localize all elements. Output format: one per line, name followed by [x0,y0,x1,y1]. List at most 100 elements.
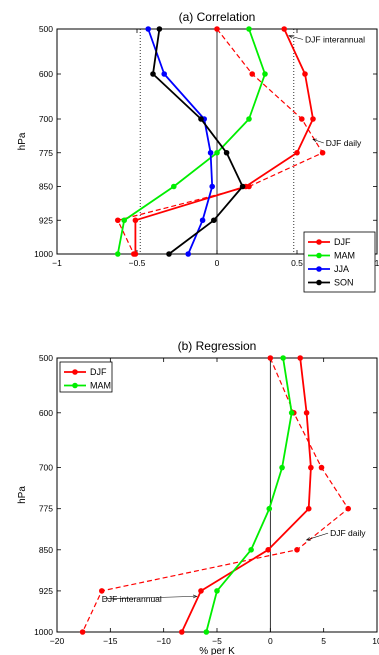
x-tick-label: −0.5 [129,258,146,268]
annotation-arrow [306,532,329,541]
x-axis-label: % per K [199,646,235,655]
data-point [214,26,220,32]
data-point [302,71,308,77]
annotation-arrow [312,138,324,144]
son-series-line [152,28,244,255]
data-point [209,183,215,190]
annotation-arrowhead [288,34,294,39]
y-tick-label: 925 [39,586,53,596]
djf-series-line [134,28,314,254]
legend-box [59,361,113,393]
data-point [299,116,305,122]
y-tick-label: 600 [39,69,53,79]
chart-title: (a) Correlation [179,10,256,24]
y-tick-label: 775 [39,148,53,158]
data-point [246,26,252,32]
x-tick-label: 10 [372,636,379,646]
data-point [211,217,217,224]
regression-panel: −20 −15 −10 −5 0 5 10 500 600 700 775 850 925 1000 (b)… [17,339,379,655]
x-tick-label: 0 [215,258,220,268]
data-point [179,629,185,635]
data-point [248,547,254,553]
x-tick-label: 0 [268,636,273,646]
data-point [239,183,246,190]
x-tick-label: 0.5 [291,258,303,268]
data-point [266,505,273,512]
legend-swatch-marker [316,279,322,286]
data-point [99,588,105,594]
y-axis-label: hPa [17,132,28,150]
y-tick-label: 700 [39,463,53,473]
legend-swatch-marker [316,239,322,245]
data-point [249,71,255,77]
y-tick-label: 600 [39,408,53,418]
data-point [294,547,300,553]
y-tick-label: 850 [39,545,53,555]
y-tick-label: 775 [39,504,53,514]
x-tick-label: −1 [52,258,62,268]
data-point [310,116,316,122]
data-point [132,251,139,257]
annotation-arrowhead [312,138,318,143]
legend-swatch-marker [72,369,78,375]
annotation-arrow [288,35,304,40]
chart-title: (b) Regression [178,339,257,353]
data-point [79,629,86,635]
data-point [171,183,177,190]
legend-entry-son: SON [334,278,354,288]
data-point [156,26,163,32]
annotation-text: DJF daily [330,528,366,538]
y-tick-label: 1000 [34,249,53,259]
data-point [145,26,151,32]
data-point [214,149,220,156]
data-point [303,410,310,416]
legend-swatch-marker [72,382,78,389]
legend-swatch-marker [316,252,322,259]
data-point [199,217,206,224]
legend-swatch-marker [316,266,322,272]
data-point [265,547,272,553]
correlation-panel: −1 −0.5 0 0.5 1 500 600 700 775 850 925 1000 (a) Cor… [17,10,379,293]
djf-dashed-series-line [117,28,324,255]
data-point [294,149,300,156]
data-point [262,71,268,77]
x-tick-label: −10 [156,636,171,646]
data-point [223,149,230,156]
data-point [280,355,286,361]
data-point [246,116,252,122]
data-point [305,505,312,512]
legend-entry-jja: JJA [334,264,349,274]
x-tick-label: 5 [321,636,326,646]
data-point [288,410,295,416]
data-point [150,71,156,77]
data-point [281,26,288,32]
annotation-text: DJF interannual [102,594,162,604]
x-tick-label: 1 [375,258,379,268]
data-point [115,217,121,224]
y-tick-label: 500 [39,353,53,363]
x-tick-label: −5 [212,636,222,646]
data-point [267,355,274,361]
annotation-text: DJF interannual [305,35,365,45]
y-tick-label: 500 [39,24,53,34]
y-tick-label: 1000 [34,627,53,637]
data-point [207,149,214,156]
y-tick-label: 925 [39,215,53,225]
annotation-arrowhead [305,537,311,541]
data-point [166,251,172,257]
data-point [203,629,210,635]
legend-entry-djf: DJF [90,367,107,377]
data-point [297,355,304,361]
data-point [185,251,191,257]
data-point [214,588,220,594]
data-point [308,464,314,471]
x-tick-label: −20 [50,636,65,646]
data-point [115,251,121,257]
data-point [198,588,204,594]
y-tick-label: 700 [39,114,53,124]
annotation-arrowhead [192,594,198,599]
y-tick-label: 850 [39,182,53,192]
y-axis-label: hPa [17,486,28,504]
legend-entry-djf: DJF [334,237,351,247]
